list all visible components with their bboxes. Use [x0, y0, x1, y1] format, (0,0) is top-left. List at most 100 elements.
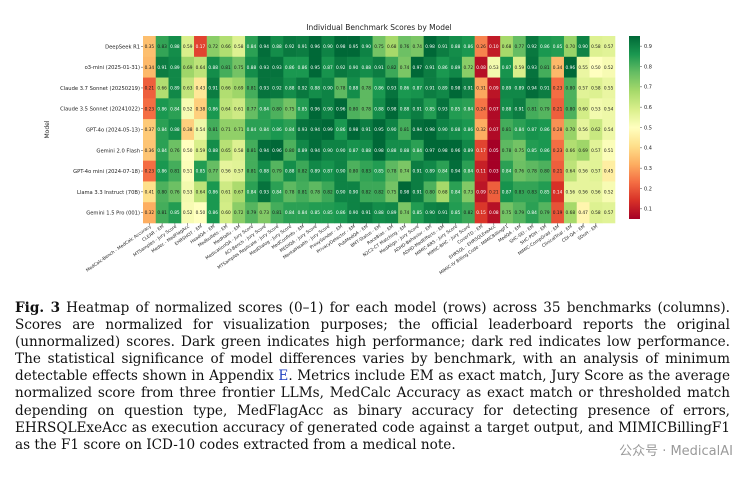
cell-value: 0.86 — [285, 65, 295, 71]
heatmap-cell — [296, 119, 310, 141]
cell-value: 0.78 — [361, 86, 371, 92]
cell-value: 0.88 — [170, 44, 180, 50]
heatmap-cell — [589, 119, 603, 141]
heatmap-cell — [525, 139, 539, 161]
heatmap-cell — [270, 119, 284, 141]
heatmap-cell — [232, 160, 246, 182]
heatmap-cell — [296, 181, 310, 203]
heatmap-cell — [589, 77, 603, 99]
cell-value: 0.84 — [451, 189, 461, 195]
heatmap-cell — [372, 77, 386, 99]
cell-value: 0.09 — [476, 189, 486, 195]
heatmap-cell — [525, 56, 539, 78]
cell-value: 0.21 — [553, 106, 563, 112]
cell-value: 0.93 — [527, 65, 537, 71]
heatmap-cell — [359, 77, 373, 99]
heatmap-cell — [398, 181, 412, 203]
cell-value: 0.91 — [361, 210, 371, 216]
watermark-text: 公众号 · MedicalAI — [619, 444, 733, 459]
heatmap-cell — [398, 139, 412, 161]
heatmap-cell — [385, 77, 399, 99]
heatmap-cell — [461, 119, 475, 141]
cell-value: 0.56 — [578, 127, 588, 133]
cell-value: 0.88 — [400, 106, 410, 112]
heatmap-cell — [334, 36, 348, 58]
heatmap-cell — [372, 139, 386, 161]
heatmap-cell — [321, 160, 335, 182]
heatmap-cell — [283, 160, 297, 182]
heatmap-cell — [410, 181, 424, 203]
cell-value: 0.93 — [298, 127, 308, 133]
cell-value: 0.08 — [476, 65, 486, 71]
heatmap-cell — [563, 36, 578, 58]
heatmap-cell — [385, 119, 399, 141]
heatmap-cell — [321, 139, 335, 161]
cell-value: 0.84 — [247, 189, 257, 195]
cell-value: 0.62 — [591, 127, 601, 133]
cell-value: 0.88 — [208, 148, 218, 154]
figure-caption: Fig. 3 Heatmap of normalized scores (0–1)… — [15, 300, 730, 454]
cell-value: 0.84 — [464, 106, 474, 112]
cell-value: 0.68 — [438, 189, 448, 195]
cell-value: 0.91 — [361, 127, 371, 133]
cell-value: 0.87 — [412, 86, 422, 92]
heatmap-cell — [551, 160, 565, 182]
heatmap-cell — [602, 181, 616, 203]
cell-value: 0.89 — [464, 148, 474, 154]
cell-value: 0.75 — [502, 210, 512, 216]
cell-value: 0.96 — [451, 148, 461, 154]
heatmap-cell — [168, 36, 182, 58]
cell-value: 0.58 — [591, 210, 601, 216]
cell-value: 0.66 — [221, 86, 231, 92]
heatmap-cell — [563, 77, 578, 99]
heatmap-cell — [321, 98, 335, 120]
cell-value: 0.81 — [247, 148, 257, 154]
heatmap-cell — [551, 36, 565, 58]
cell-value: 0.87 — [502, 189, 512, 195]
cell-value: 0.54 — [196, 127, 206, 133]
colorbar-tick-label: 0.9 — [644, 44, 652, 50]
cell-value: 0.21 — [489, 189, 499, 195]
cell-value: 0.93 — [272, 65, 282, 71]
cell-value: 0.85 — [540, 189, 550, 195]
cell-value: 0.64 — [221, 106, 231, 112]
heatmap-cell — [321, 56, 335, 78]
heatmap-cell — [283, 56, 297, 78]
heatmap-cell — [538, 98, 552, 120]
heatmap-cell — [551, 202, 565, 224]
cell-value: 0.80 — [566, 86, 576, 92]
cell-value: 0.38 — [183, 127, 193, 133]
heatmap-cell — [296, 139, 310, 161]
heatmap-cell — [398, 36, 412, 58]
heatmap-cell — [589, 56, 603, 78]
cell-value: 0.92 — [336, 65, 346, 71]
cell-value: 0.71 — [234, 127, 244, 133]
heatmap-cell — [487, 139, 501, 161]
cell-value: 0.90 — [336, 189, 346, 195]
heatmap-cell — [410, 56, 424, 78]
cell-value: 0.53 — [183, 189, 193, 195]
cell-value: 0.15 — [476, 210, 486, 216]
cell-value: 0.07 — [489, 106, 499, 112]
appendix-link[interactable]: E — [278, 368, 289, 385]
cell-value: 0.76 — [170, 148, 180, 154]
heatmap-cell — [589, 181, 603, 203]
heatmap-cell — [308, 77, 322, 99]
heatmap-cell — [296, 160, 310, 182]
heatmap-cell — [461, 160, 475, 182]
cell-value: 0.98 — [387, 106, 397, 112]
heatmap-cell — [461, 36, 475, 58]
cell-value: 0.24 — [476, 106, 486, 112]
heatmap-cell — [308, 119, 322, 141]
cell-value: 0.56 — [591, 189, 601, 195]
heatmap-cell — [181, 36, 195, 58]
heatmap-cell — [143, 119, 157, 141]
cell-value: 0.95 — [349, 44, 359, 50]
heatmap-cell — [359, 56, 373, 78]
heatmap-cell — [551, 77, 565, 99]
heatmap-cell — [194, 56, 208, 78]
heatmap-cell — [257, 202, 271, 224]
cell-value: 0.90 — [336, 169, 346, 175]
heatmap-cell — [155, 119, 169, 141]
cell-value: 0.94 — [310, 127, 320, 133]
